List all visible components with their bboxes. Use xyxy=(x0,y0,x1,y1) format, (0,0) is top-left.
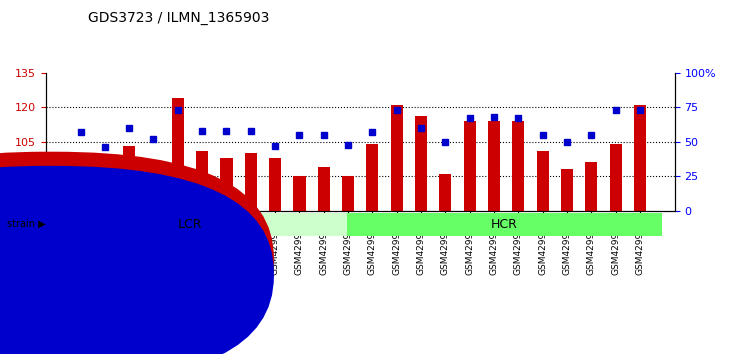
Bar xyxy=(512,121,524,211)
Text: LCR: LCR xyxy=(178,218,202,230)
Bar xyxy=(75,160,86,211)
Bar xyxy=(269,158,281,211)
Bar xyxy=(366,144,379,211)
Bar xyxy=(463,121,476,211)
Bar xyxy=(561,170,573,211)
Bar xyxy=(342,176,354,211)
Bar xyxy=(148,170,159,211)
Bar xyxy=(99,176,111,211)
Text: HCR: HCR xyxy=(491,218,518,230)
Bar xyxy=(488,121,500,211)
Bar xyxy=(586,162,597,211)
Text: GDS3723 / ILMN_1365903: GDS3723 / ILMN_1365903 xyxy=(88,11,269,25)
Bar xyxy=(318,167,330,211)
Bar xyxy=(123,147,135,211)
Text: percentile rank within the sample: percentile rank within the sample xyxy=(58,264,234,275)
Bar xyxy=(245,153,257,211)
Text: count: count xyxy=(58,250,88,261)
Bar xyxy=(196,151,208,211)
Bar xyxy=(293,176,306,211)
Bar xyxy=(439,174,452,211)
Bar xyxy=(610,144,622,211)
Text: strain ▶: strain ▶ xyxy=(7,219,46,229)
Bar xyxy=(220,158,232,211)
Bar xyxy=(537,151,549,211)
Bar xyxy=(390,105,403,211)
Bar xyxy=(634,105,646,211)
Bar xyxy=(172,98,184,211)
Bar xyxy=(415,116,427,211)
